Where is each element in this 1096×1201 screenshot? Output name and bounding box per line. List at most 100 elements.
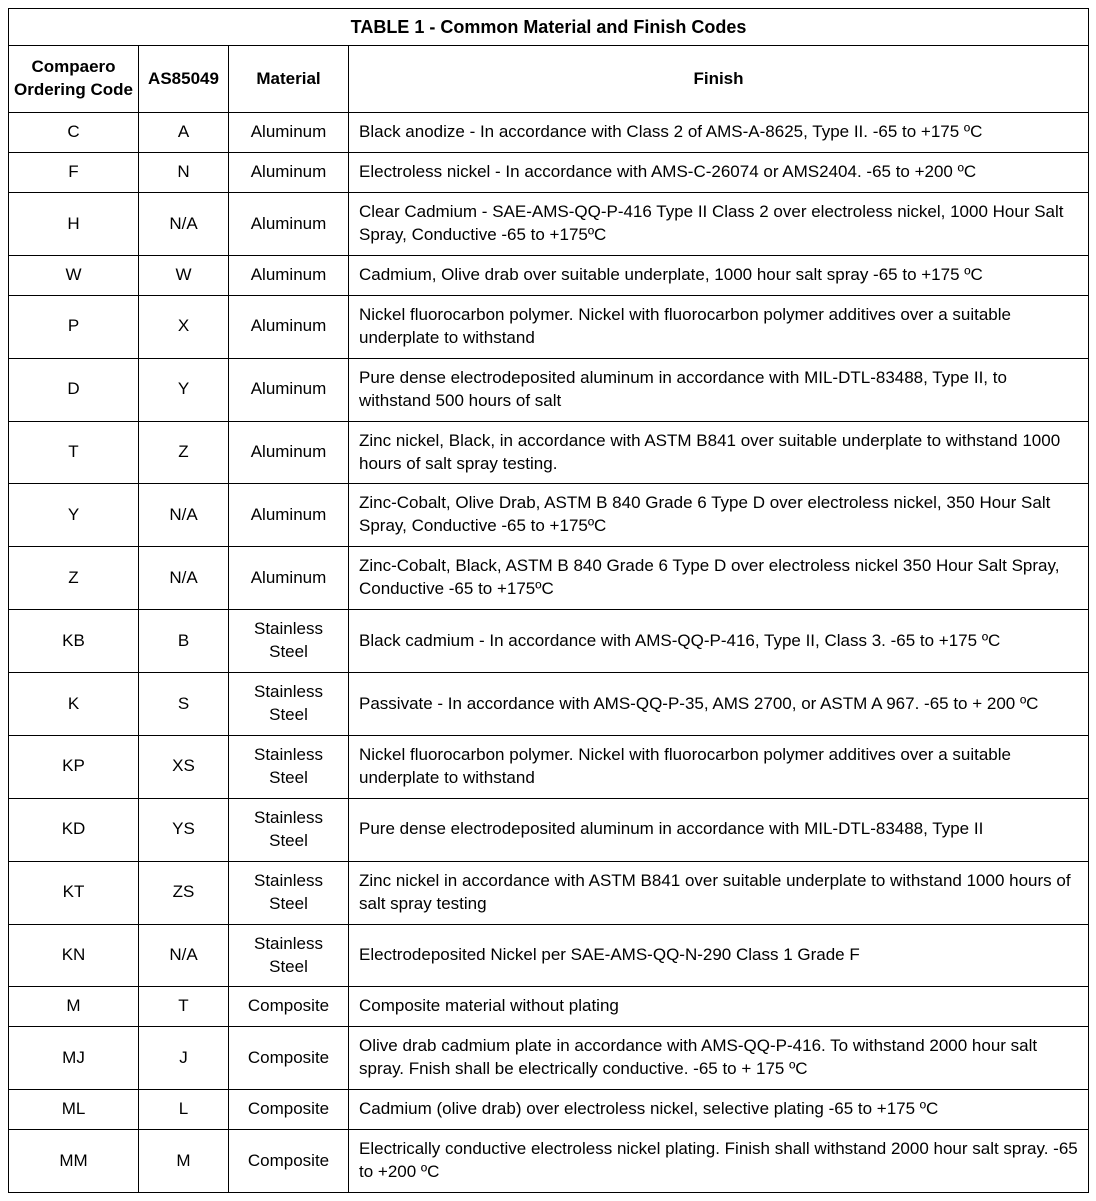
cell-mat: Stainless Steel (229, 735, 349, 798)
cell-finish: Pure dense electrodeposited aluminum in … (349, 358, 1089, 421)
cell-code: Y (9, 484, 139, 547)
cell-code: C (9, 113, 139, 153)
cell-finish: Black anodize - In accordance with Class… (349, 113, 1089, 153)
table-body: CAAluminumBlack anodize - In accordance … (9, 113, 1089, 1193)
cell-as: N/A (139, 547, 229, 610)
table-title-row: TABLE 1 - Common Material and Finish Cod… (9, 9, 1089, 46)
table-row: YN/AAluminumZinc-Cobalt, Olive Drab, AST… (9, 484, 1089, 547)
cell-mat: Aluminum (229, 153, 349, 193)
cell-finish: Electrically conductive electroless nick… (349, 1130, 1089, 1193)
cell-code: P (9, 295, 139, 358)
cell-as: T (139, 987, 229, 1027)
table-row: HN/AAluminumClear Cadmium - SAE-AMS-QQ-P… (9, 193, 1089, 256)
cell-as: N/A (139, 484, 229, 547)
cell-mat: Aluminum (229, 358, 349, 421)
cell-code: K (9, 673, 139, 736)
cell-finish: Passivate - In accordance with AMS-QQ-P-… (349, 673, 1089, 736)
cell-mat: Stainless Steel (229, 861, 349, 924)
cell-as: N/A (139, 924, 229, 987)
cell-code: H (9, 193, 139, 256)
table-row: KNN/AStainless SteelElectrodeposited Nic… (9, 924, 1089, 987)
col-header-code: Compaero Ordering Code (9, 46, 139, 113)
cell-as: B (139, 610, 229, 673)
cell-mat: Aluminum (229, 421, 349, 484)
table-row: KTZSStainless SteelZinc nickel in accord… (9, 861, 1089, 924)
cell-finish: Zinc-Cobalt, Black, ASTM B 840 Grade 6 T… (349, 547, 1089, 610)
cell-as: J (139, 1027, 229, 1090)
cell-code: KT (9, 861, 139, 924)
cell-as: ZS (139, 861, 229, 924)
cell-mat: Aluminum (229, 547, 349, 610)
table-row: MLLCompositeCadmium (olive drab) over el… (9, 1090, 1089, 1130)
cell-mat: Aluminum (229, 193, 349, 256)
cell-mat: Stainless Steel (229, 610, 349, 673)
cell-code: KN (9, 924, 139, 987)
cell-code: KP (9, 735, 139, 798)
cell-finish: Zinc nickel, Black, in accordance with A… (349, 421, 1089, 484)
cell-mat: Aluminum (229, 113, 349, 153)
cell-as: L (139, 1090, 229, 1130)
cell-as: Z (139, 421, 229, 484)
table-row: KSStainless SteelPassivate - In accordan… (9, 673, 1089, 736)
cell-as: N/A (139, 193, 229, 256)
cell-code: T (9, 421, 139, 484)
cell-code: F (9, 153, 139, 193)
cell-finish: Nickel fluorocarbon polymer. Nickel with… (349, 735, 1089, 798)
cell-as: N (139, 153, 229, 193)
cell-mat: Composite (229, 1090, 349, 1130)
table-row: CAAluminumBlack anodize - In accordance … (9, 113, 1089, 153)
cell-mat: Aluminum (229, 295, 349, 358)
cell-code: ML (9, 1090, 139, 1130)
cell-mat: Composite (229, 1130, 349, 1193)
table-row: MMMCompositeElectrically conductive elec… (9, 1130, 1089, 1193)
cell-as: S (139, 673, 229, 736)
cell-mat: Stainless Steel (229, 798, 349, 861)
cell-mat: Composite (229, 987, 349, 1027)
table-header-row: Compaero Ordering Code AS85049 Material … (9, 46, 1089, 113)
cell-code: KD (9, 798, 139, 861)
cell-as: XS (139, 735, 229, 798)
cell-code: M (9, 987, 139, 1027)
col-header-finish: Finish (349, 46, 1089, 113)
cell-as: Y (139, 358, 229, 421)
cell-code: W (9, 255, 139, 295)
table-row: FNAluminumElectroless nickel - In accord… (9, 153, 1089, 193)
table-row: ZN/AAluminumZinc-Cobalt, Black, ASTM B 8… (9, 547, 1089, 610)
cell-code: KB (9, 610, 139, 673)
cell-as: X (139, 295, 229, 358)
cell-finish: Zinc nickel in accordance with ASTM B841… (349, 861, 1089, 924)
cell-finish: Cadmium (olive drab) over electroless ni… (349, 1090, 1089, 1130)
cell-finish: Electrodeposited Nickel per SAE-AMS-QQ-N… (349, 924, 1089, 987)
cell-finish: Olive drab cadmium plate in accordance w… (349, 1027, 1089, 1090)
cell-finish: Nickel fluorocarbon polymer. Nickel with… (349, 295, 1089, 358)
table-row: KBBStainless SteelBlack cadmium - In acc… (9, 610, 1089, 673)
table-row: KDYSStainless SteelPure dense electrodep… (9, 798, 1089, 861)
table-row: WWAluminumCadmium, Olive drab over suita… (9, 255, 1089, 295)
cell-mat: Aluminum (229, 484, 349, 547)
table-row: PXAluminumNickel fluorocarbon polymer. N… (9, 295, 1089, 358)
table-row: TZAluminumZinc nickel, Black, in accorda… (9, 421, 1089, 484)
table-title: TABLE 1 - Common Material and Finish Cod… (9, 9, 1089, 46)
cell-as: A (139, 113, 229, 153)
table-row: MJJCompositeOlive drab cadmium plate in … (9, 1027, 1089, 1090)
cell-as: W (139, 255, 229, 295)
table-row: DYAluminumPure dense electrodeposited al… (9, 358, 1089, 421)
cell-finish: Composite material without plating (349, 987, 1089, 1027)
cell-code: MJ (9, 1027, 139, 1090)
table-row: MTCompositeComposite material without pl… (9, 987, 1089, 1027)
cell-finish: Zinc-Cobalt, Olive Drab, ASTM B 840 Grad… (349, 484, 1089, 547)
cell-mat: Composite (229, 1027, 349, 1090)
cell-finish: Electroless nickel - In accordance with … (349, 153, 1089, 193)
cell-code: D (9, 358, 139, 421)
cell-mat: Stainless Steel (229, 673, 349, 736)
cell-finish: Pure dense electrodeposited aluminum in … (349, 798, 1089, 861)
cell-as: M (139, 1130, 229, 1193)
col-header-mat: Material (229, 46, 349, 113)
material-finish-table: TABLE 1 - Common Material and Finish Cod… (8, 8, 1089, 1193)
cell-mat: Aluminum (229, 255, 349, 295)
table-row: KPXSStainless SteelNickel fluorocarbon p… (9, 735, 1089, 798)
cell-finish: Clear Cadmium - SAE-AMS-QQ-P-416 Type II… (349, 193, 1089, 256)
cell-code: MM (9, 1130, 139, 1193)
cell-code: Z (9, 547, 139, 610)
cell-as: YS (139, 798, 229, 861)
